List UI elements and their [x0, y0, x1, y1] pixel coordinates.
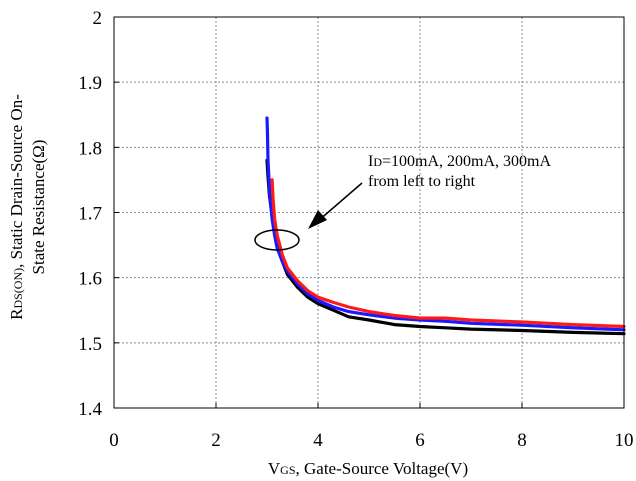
- series-line-2: [265, 116, 626, 332]
- y-tick-label: 1.7: [78, 204, 102, 225]
- y-axis-label-line1: RDS(ON), Static Drain-Source On-: [7, 94, 26, 320]
- x-tick-label: 4: [313, 430, 323, 451]
- ticks: 0 2 4 6 8 10 1.4 1.5 1.6 1.7 1.8 1.9 2: [78, 8, 633, 451]
- y-axis-label-line2: State Resistance(Ω): [29, 140, 48, 275]
- x-tick-label: 8: [517, 430, 527, 451]
- x-tick-label: 10: [615, 430, 634, 451]
- x-tick-label: 2: [211, 430, 221, 451]
- y-tick-label: 1.4: [78, 399, 102, 420]
- grid: [114, 17, 624, 408]
- x-tick-label: 6: [415, 430, 425, 451]
- annotation-line2: from left to right: [368, 173, 476, 190]
- series-layer: [265, 116, 626, 336]
- annotation-line1: ID=100mA, 200mA, 300mA: [368, 153, 551, 170]
- y-tick-label: 1.9: [78, 73, 102, 94]
- annotation-arrowhead: [308, 210, 327, 229]
- y-tick-label: 1.5: [78, 334, 102, 355]
- series-line-3: [270, 178, 626, 329]
- y-tick-label: 2: [93, 8, 103, 29]
- x-axis-label: VGS, Gate-Source Voltage(V): [268, 459, 468, 478]
- x-tick-label: 0: [109, 430, 119, 451]
- y-tick-label: 1.6: [78, 269, 102, 290]
- annotation-ellipse: [254, 229, 300, 251]
- annotation-arrow-line: [317, 182, 363, 222]
- y-tick-label: 1.8: [78, 138, 102, 159]
